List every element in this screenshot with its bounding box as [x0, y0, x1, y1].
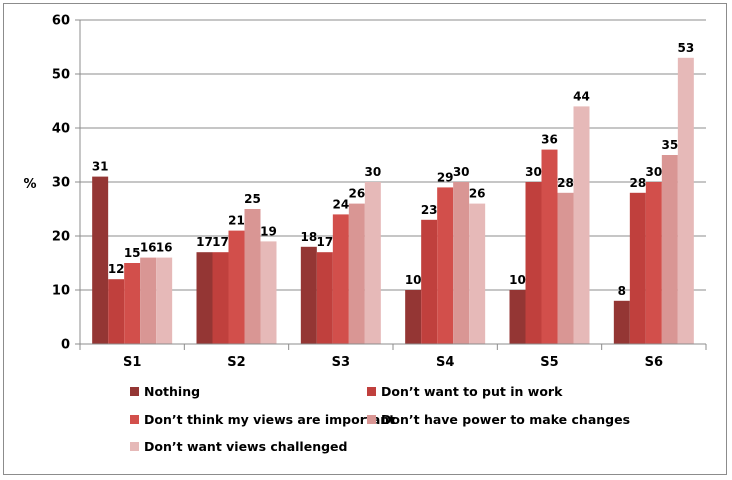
bars — [92, 57, 694, 345]
bar — [332, 214, 349, 344]
data-label: 15 — [124, 246, 141, 260]
x-tick-label: S2 — [227, 355, 245, 370]
legend-label: Don’t want to put in work — [381, 384, 563, 399]
bar — [140, 257, 157, 344]
y-tick-label: 50 — [52, 68, 70, 83]
data-label: 16 — [156, 241, 173, 255]
data-label: 26 — [469, 187, 486, 201]
data-label: 28 — [557, 176, 574, 190]
bar — [629, 192, 646, 344]
bar — [92, 176, 109, 344]
bar — [212, 252, 229, 344]
bar — [645, 182, 662, 344]
y-tick-label: 10 — [52, 284, 70, 299]
y-tick-label: 0 — [61, 338, 70, 353]
data-label: 31 — [92, 160, 109, 174]
bar — [613, 300, 630, 344]
data-label: 17 — [196, 235, 213, 249]
bar — [573, 106, 590, 345]
data-label: 44 — [573, 89, 590, 103]
data-label: 53 — [677, 41, 694, 55]
data-label: 29 — [437, 170, 454, 184]
bar — [453, 182, 470, 344]
bar — [437, 187, 454, 344]
data-label: 16 — [140, 241, 157, 255]
data-label: 25 — [244, 192, 261, 206]
data-label: 19 — [260, 224, 277, 238]
bar — [228, 230, 245, 344]
data-label: 23 — [421, 203, 438, 217]
legend-label: Don’t have power to make changes — [381, 412, 630, 427]
x-tick-label: S5 — [540, 355, 558, 370]
y-tick-label: 60 — [52, 14, 70, 29]
legend: Nothing Don’t want to put in work Don’t th… — [130, 384, 630, 454]
gridlines — [80, 19, 706, 291]
data-label: 35 — [661, 138, 678, 152]
data-label: 30 — [453, 165, 470, 179]
bar — [525, 182, 542, 344]
x-tick-label: S1 — [123, 355, 141, 370]
data-label: 17 — [316, 235, 333, 249]
bar — [300, 246, 317, 344]
x-tick-label: S3 — [332, 355, 350, 370]
bar — [244, 209, 261, 344]
bar — [405, 290, 422, 344]
data-label: 24 — [332, 197, 349, 211]
bar — [108, 279, 125, 344]
legend-swatch — [130, 387, 139, 396]
data-label: 36 — [541, 133, 558, 147]
data-label: 21 — [228, 214, 245, 228]
bar — [557, 192, 574, 344]
bar — [661, 155, 678, 344]
bar — [196, 252, 213, 344]
data-label: 30 — [364, 165, 381, 179]
data-label: 18 — [300, 230, 317, 244]
data-label: 12 — [108, 262, 125, 276]
data-label: 10 — [405, 273, 422, 287]
axes: % 0 10 20 30 40 50 60 S1 S2 S3 S4 S5 S6 — [23, 14, 707, 370]
x-tick-label: S6 — [645, 355, 663, 370]
bar — [156, 257, 173, 344]
y-tick-label: 20 — [52, 230, 70, 245]
bar — [541, 149, 558, 344]
y-axis-title: % — [23, 177, 36, 192]
legend-swatch — [130, 442, 139, 451]
legend-label: Don’t think my views are important — [144, 412, 395, 427]
legend-swatch — [367, 415, 376, 424]
legend-swatch — [367, 387, 376, 396]
bar — [469, 203, 486, 344]
y-tick-label: 40 — [52, 122, 70, 137]
bar — [509, 290, 526, 344]
data-label: 30 — [525, 165, 542, 179]
x-tick-label: S4 — [436, 355, 454, 370]
data-label: 17 — [212, 235, 229, 249]
y-tick-label: 30 — [52, 176, 70, 191]
data-label: 8 — [618, 284, 626, 298]
bar — [124, 263, 141, 344]
data-label: 30 — [645, 165, 662, 179]
data-label: 10 — [509, 273, 526, 287]
bar — [421, 219, 438, 344]
bar — [316, 252, 333, 344]
bar — [348, 203, 365, 344]
bar — [260, 241, 277, 344]
legend-label: Don’t want views challenged — [144, 439, 347, 454]
data-label: 28 — [629, 176, 646, 190]
data-label: 26 — [348, 187, 365, 201]
bar — [364, 182, 381, 344]
bar — [677, 57, 694, 345]
legend-swatch — [130, 415, 139, 424]
legend-label: Nothing — [144, 384, 200, 399]
